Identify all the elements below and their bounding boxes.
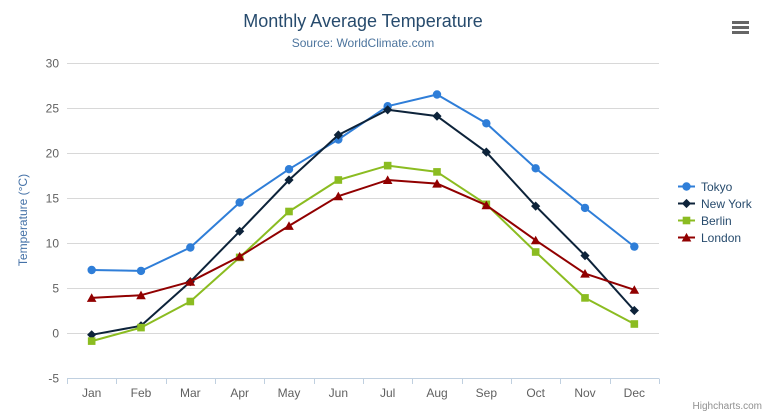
data-point-marker xyxy=(681,198,692,209)
chart-title: Monthly Average Temperature xyxy=(243,11,483,31)
data-point-marker[interactable] xyxy=(234,251,245,261)
data-point-marker[interactable] xyxy=(481,200,492,210)
x-axis-tick-label: Dec xyxy=(624,386,645,400)
data-point-marker[interactable] xyxy=(333,130,343,140)
data-point-marker[interactable] xyxy=(580,203,590,213)
data-point-marker[interactable] xyxy=(235,198,244,207)
london-triangle-marker-icon xyxy=(678,232,695,242)
data-point-marker xyxy=(682,182,691,191)
data-point-marker[interactable] xyxy=(87,330,97,340)
data-point-marker[interactable] xyxy=(186,243,195,252)
x-axis-tick-label: Sep xyxy=(476,386,498,400)
y-axis-tick-label: 10 xyxy=(46,237,60,251)
data-point-marker[interactable] xyxy=(383,105,393,115)
data-point-marker[interactable] xyxy=(630,242,639,251)
data-point-marker[interactable] xyxy=(186,297,195,306)
y-axis-tick-label: -5 xyxy=(48,372,59,386)
new-york-diamond-marker-icon xyxy=(678,198,695,209)
data-point-marker[interactable] xyxy=(531,248,540,256)
y-axis-title: Temperature (°C) xyxy=(16,174,30,266)
legend-item-tokyo[interactable]: Tokyo xyxy=(677,178,752,195)
data-point-marker[interactable] xyxy=(531,164,540,173)
data-point-marker[interactable] xyxy=(432,90,442,99)
export-menu-button[interactable] xyxy=(732,21,751,36)
legend-label: Berlin xyxy=(701,213,732,228)
credits-link[interactable]: Highcharts.com xyxy=(692,401,762,412)
data-point-marker[interactable] xyxy=(136,266,146,276)
hamburger-icon xyxy=(732,21,749,24)
data-point-marker[interactable] xyxy=(235,226,245,236)
x-axis-tick-label: Aug xyxy=(426,386,447,400)
data-point-marker[interactable] xyxy=(137,323,145,332)
data-point-marker[interactable] xyxy=(334,176,343,184)
series-tokyo xyxy=(87,90,639,276)
tokyo-circle-marker-icon xyxy=(678,182,695,191)
data-point-marker[interactable] xyxy=(629,305,639,316)
y-axis-tick-label: 5 xyxy=(52,282,59,296)
data-point-marker[interactable] xyxy=(87,265,96,275)
y-axis-tick-label: 0 xyxy=(52,327,59,341)
series-london xyxy=(86,175,640,302)
data-point-marker[interactable] xyxy=(383,161,392,170)
data-point-marker[interactable] xyxy=(284,165,294,174)
x-axis-tick-label: Jan xyxy=(82,386,101,400)
legend-item-london[interactable]: London xyxy=(677,229,752,246)
data-point-marker[interactable] xyxy=(382,175,393,184)
series-line-tokyo[interactable] xyxy=(90,93,636,272)
data-point-marker[interactable] xyxy=(86,293,97,302)
data-point-marker[interactable] xyxy=(630,320,639,328)
data-point-marker xyxy=(682,216,691,225)
series-new-york xyxy=(87,105,639,340)
legend-label: Tokyo xyxy=(701,179,733,194)
berlin-square-marker-icon xyxy=(678,216,695,225)
series-line-london[interactable] xyxy=(90,179,636,299)
y-axis-tick-label: 25 xyxy=(46,102,60,116)
data-point-marker[interactable] xyxy=(482,119,491,128)
data-point-marker[interactable] xyxy=(432,111,442,121)
x-axis-tick-label: Nov xyxy=(574,386,595,400)
data-point-marker[interactable] xyxy=(432,179,442,188)
data-point-marker[interactable] xyxy=(333,191,344,201)
x-axis-tick-label: Mar xyxy=(180,386,201,400)
data-point-marker[interactable] xyxy=(185,277,196,286)
x-axis-tick-label: Jul xyxy=(380,386,395,400)
x-axis-tick-label: May xyxy=(278,386,301,400)
data-point-marker[interactable] xyxy=(581,294,589,302)
data-point-marker[interactable] xyxy=(531,201,541,211)
y-axis-tick-label: 30 xyxy=(46,57,60,71)
y-axis-tick-label: 20 xyxy=(46,147,60,161)
data-point-marker[interactable] xyxy=(284,175,294,185)
y-axis-tick-label: 15 xyxy=(46,192,60,206)
data-point-marker[interactable] xyxy=(433,168,441,176)
data-point-marker[interactable] xyxy=(580,269,590,278)
legend-item-new-york[interactable]: New York xyxy=(677,195,752,212)
data-point-marker[interactable] xyxy=(530,235,541,245)
data-point-marker[interactable] xyxy=(285,207,293,216)
series-line-new-york[interactable] xyxy=(90,108,636,336)
x-axis-tick-label: Oct xyxy=(526,386,545,400)
legend-label: New York xyxy=(701,196,752,211)
data-point-marker[interactable] xyxy=(580,251,590,261)
data-point-marker xyxy=(681,232,692,242)
data-point-marker[interactable] xyxy=(136,290,146,300)
data-point-marker[interactable] xyxy=(284,221,294,230)
data-point-marker[interactable] xyxy=(481,147,491,157)
x-axis-tick-label: Apr xyxy=(230,386,249,400)
legend-item-berlin[interactable]: Berlin xyxy=(677,212,752,229)
legend-label: London xyxy=(701,230,742,245)
series-line-berlin[interactable] xyxy=(90,164,636,343)
x-axis-tick-label: Feb xyxy=(131,386,152,400)
legend: Tokyo New York Berlin London xyxy=(677,178,752,246)
chart-subtitle: Source: WorldClimate.com xyxy=(291,36,435,50)
data-point-marker[interactable] xyxy=(87,337,96,345)
data-point-marker[interactable] xyxy=(629,285,640,294)
x-axis-tick-label: Jun xyxy=(329,386,348,400)
